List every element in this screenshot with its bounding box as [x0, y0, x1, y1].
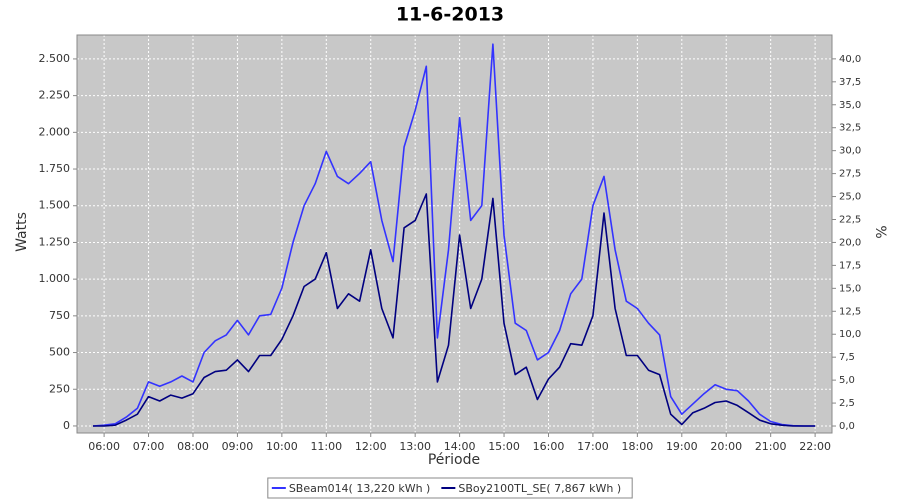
y2-tick-label: 10,0 [839, 329, 861, 340]
y2-tick-label: 22,5 [839, 214, 861, 225]
x-tick-label: 13:00 [399, 440, 431, 453]
y-tick-label: 1.500 [39, 199, 71, 212]
y-axis-title: Watts [14, 212, 30, 252]
x-tick-label: 17:00 [577, 440, 609, 453]
y-tick-label: 750 [49, 309, 70, 322]
y2-axis-title: % [872, 225, 888, 238]
x-tick-label: 07:00 [133, 440, 165, 453]
y-tick-label: 500 [49, 346, 70, 359]
y-tick-label: 0 [63, 419, 70, 432]
x-tick-label: 20:00 [710, 440, 742, 453]
y2-tick-label: 32,5 [839, 123, 861, 134]
y2-tick-label: 37,5 [839, 77, 861, 88]
x-tick-label: 15:00 [488, 440, 520, 453]
x-tick-label: 22:00 [799, 440, 831, 453]
y2-tick-label: 35,0 [839, 100, 861, 111]
y2-tick-label: 20,0 [839, 237, 861, 248]
x-axis-title: Période [428, 452, 480, 468]
y-tick-label: 2.250 [39, 89, 71, 102]
plot-border [76, 34, 833, 434]
series-line [92, 43, 816, 427]
x-tick-label: 11:00 [310, 440, 342, 453]
legend-label: SBoy2100TL_SE( 7,867 kWh ) [458, 482, 621, 495]
x-tick-label: 16:00 [533, 440, 565, 453]
y2-tick-label: 25,0 [839, 192, 861, 203]
plot-area [77, 35, 832, 433]
y2-tick-label: 27,5 [839, 169, 861, 180]
y-tick-label: 250 [49, 382, 70, 395]
y2-tick-label: 5,0 [839, 375, 855, 386]
y2-tick-label: 15,0 [839, 283, 861, 294]
x-tick-label: 09:00 [222, 440, 254, 453]
y-tick-label: 2.000 [39, 125, 71, 138]
y2-tick-label: 0,0 [839, 421, 855, 432]
x-tick-label: 10:00 [266, 440, 298, 453]
y2-tick-label: 12,5 [839, 306, 861, 317]
x-tick-label: 18:00 [622, 440, 654, 453]
y2-tick-label: 40,0 [839, 54, 861, 65]
x-tick-label: 19:00 [666, 440, 698, 453]
x-tick-label: 12:00 [355, 440, 387, 453]
legend-label: SBeam014( 13,220 kWh ) [289, 482, 431, 495]
y2-tick-label: 2,5 [839, 398, 855, 409]
x-tick-label: 14:00 [444, 440, 476, 453]
y-tick-label: 1.000 [39, 272, 71, 285]
x-tick-label: 21:00 [755, 440, 787, 453]
chart-title: 11-6-2013 [396, 4, 504, 26]
series-line [93, 193, 816, 427]
y-tick-label: 1.250 [39, 235, 71, 248]
y-tick-label: 2.500 [39, 52, 71, 65]
y2-tick-label: 30,0 [839, 146, 861, 157]
y2-tick-label: 7,5 [839, 352, 855, 363]
y2-tick-label: 17,5 [839, 260, 861, 271]
x-tick-label: 08:00 [177, 440, 209, 453]
x-tick-label: 06:00 [88, 440, 120, 453]
y-tick-label: 1.750 [39, 162, 71, 175]
